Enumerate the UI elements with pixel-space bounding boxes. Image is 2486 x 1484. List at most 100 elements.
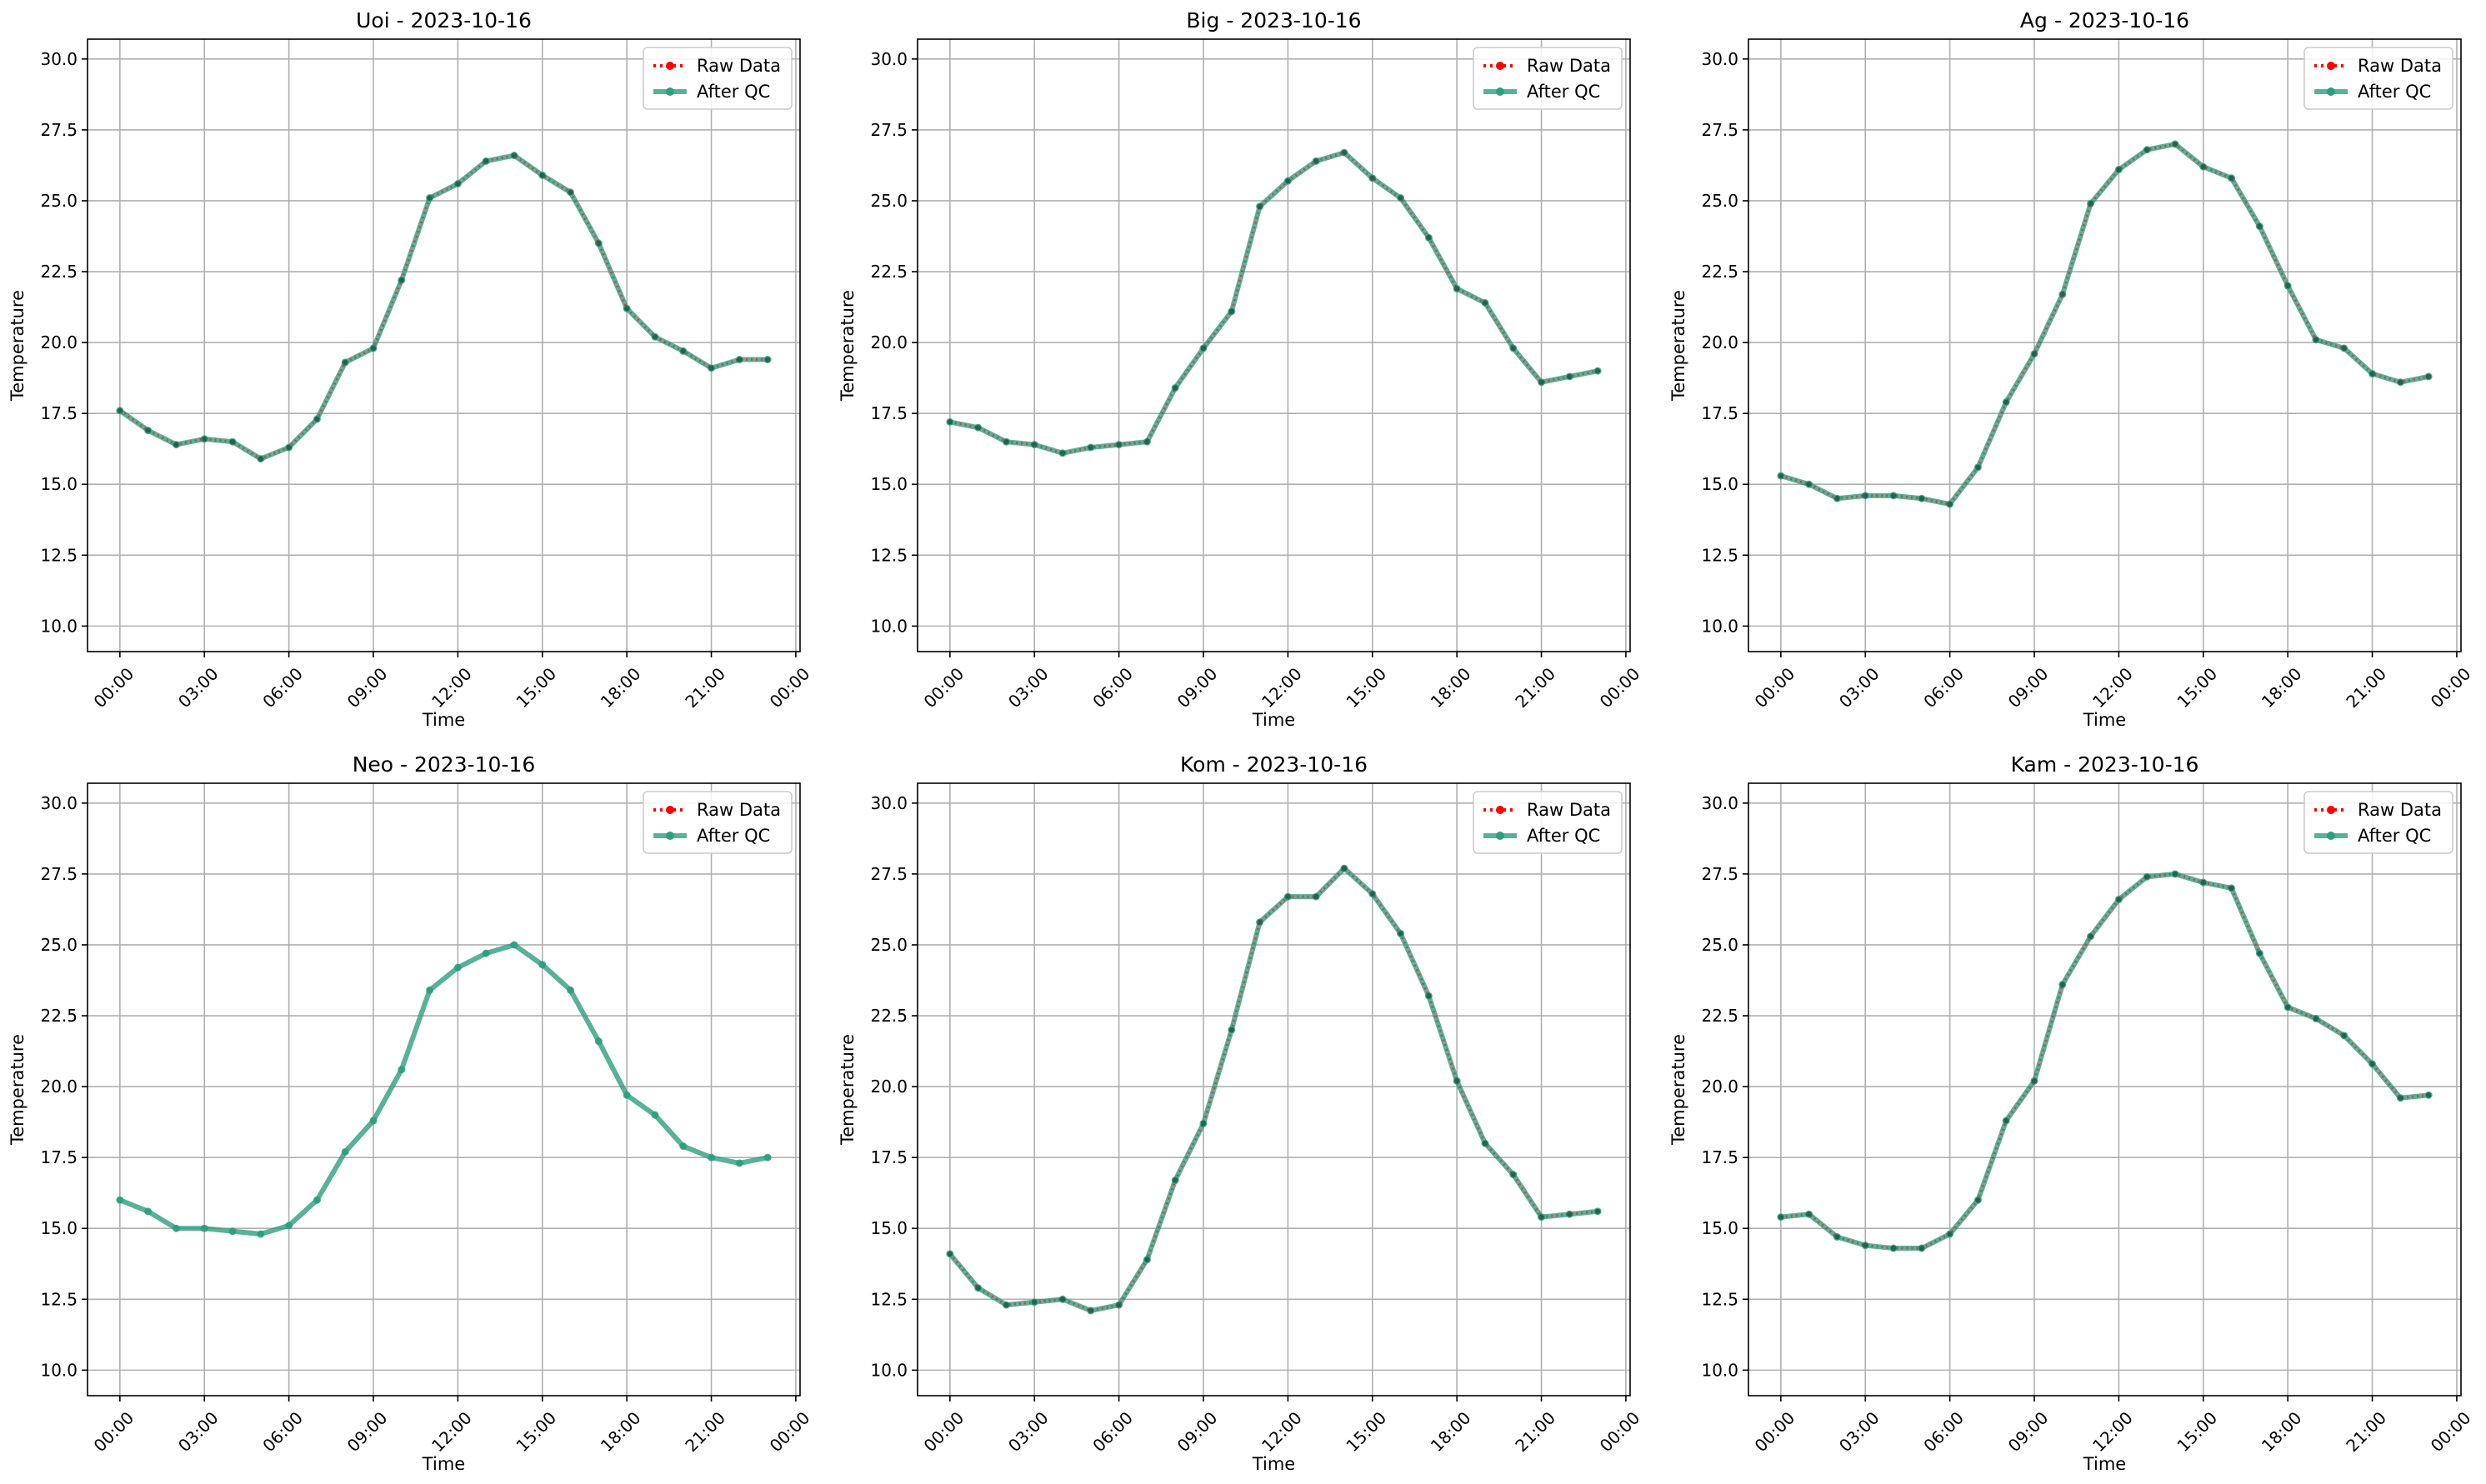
- y-tick-label: 17.5: [870, 1147, 908, 1167]
- data-point-raw-data: [1538, 1214, 1544, 1220]
- data-point-raw-data: [1173, 1177, 1178, 1183]
- data-point-raw-data: [1144, 438, 1150, 445]
- y-tick-label: 30.0: [40, 793, 78, 813]
- data-point-raw-data: [1144, 1257, 1150, 1262]
- x-tick-label: 00:00: [1596, 663, 1644, 712]
- data-point-raw-data: [286, 1222, 292, 1229]
- data-point-raw-data: [1975, 464, 1981, 471]
- data-point-raw-data: [539, 172, 545, 178]
- x-tick-label: 06:00: [1919, 1407, 1968, 1456]
- data-point-raw-data: [314, 416, 320, 422]
- y-tick-label: 10.0: [40, 616, 78, 636]
- data-point-raw-data: [117, 407, 123, 413]
- data-point-raw-data: [1285, 177, 1291, 184]
- data-point-raw-data: [2313, 337, 2319, 342]
- axes-frame: [917, 782, 1631, 1397]
- data-point-raw-data: [370, 1117, 377, 1124]
- data-point-raw-data: [1285, 893, 1291, 900]
- data-point-raw-data: [1369, 891, 1375, 897]
- y-tick-label: 30.0: [870, 793, 908, 813]
- data-point-raw-data: [1453, 286, 1460, 292]
- y-tick-label: 27.5: [870, 120, 908, 140]
- data-point-raw-data: [652, 1112, 658, 1118]
- data-point-raw-data: [1806, 482, 1812, 487]
- data-point-raw-data: [1567, 1212, 1573, 1217]
- y-tick-label: 15.0: [40, 1218, 78, 1238]
- legend-label-after-qc: After QC: [2358, 826, 2431, 846]
- legend-marker-after-qc: [2327, 87, 2335, 96]
- data-point-raw-data: [1567, 373, 1573, 380]
- data-point-raw-data: [1088, 1307, 1094, 1314]
- axes-frame: [87, 38, 801, 652]
- data-point-raw-data: [2425, 1092, 2432, 1098]
- y-tick-label: 27.5: [1701, 120, 1738, 140]
- grid: [918, 39, 1630, 652]
- chart-title: Big - 2023-10-16: [1186, 8, 1361, 32]
- data-point-raw-data: [202, 1226, 208, 1232]
- data-point-raw-data: [1806, 1212, 1812, 1217]
- data-point-raw-data: [2031, 351, 2038, 357]
- subplot-1: 10.0 12.5 15.0 17.5 20.0 22.5 25.0 27.5 30.0 00:0…: [8, 8, 813, 730]
- x-tick-label: 06:00: [258, 1407, 307, 1456]
- y-tick-label: 20.0: [40, 332, 78, 352]
- data-point-raw-data: [286, 444, 292, 451]
- y-axis-label: Temperature: [838, 1034, 858, 1146]
- data-point-raw-data: [1510, 345, 1516, 352]
- x-tick-label: 12:00: [2088, 663, 2137, 712]
- data-point-raw-data: [1228, 308, 1235, 314]
- data-point-raw-data: [2398, 1095, 2403, 1101]
- x-tick-label: 12:00: [428, 663, 476, 712]
- data-point-raw-data: [258, 456, 264, 462]
- y-tick-label: 12.5: [870, 1289, 908, 1309]
- legend: Raw Data After QC: [643, 791, 793, 854]
- legend-marker-raw-data: [2327, 62, 2335, 70]
- legend-label-raw-data: Raw Data: [1527, 56, 1611, 76]
- data-point-raw-data: [1116, 1302, 1122, 1308]
- y-tick-label: 10.0: [870, 1360, 908, 1380]
- data-point-raw-data: [2341, 345, 2347, 352]
- legend-marker-after-qc: [2327, 832, 2335, 840]
- legend-marker-after-qc: [1496, 87, 1504, 96]
- data-point-raw-data: [2200, 879, 2206, 886]
- data-point-raw-data: [764, 357, 771, 362]
- data-point-raw-data: [568, 189, 573, 195]
- y-tick-label: 20.0: [1701, 1077, 1738, 1097]
- data-point-raw-data: [2284, 282, 2291, 289]
- data-point-raw-data: [1173, 385, 1178, 391]
- data-point-raw-data: [2088, 201, 2093, 207]
- data-point-raw-data: [398, 1067, 405, 1072]
- x-tick-label: 00:00: [1596, 1407, 1644, 1456]
- legend-label-raw-data: Raw Data: [697, 56, 781, 76]
- y-tick-label: 27.5: [40, 120, 78, 140]
- legend-label-raw-data: Raw Data: [1527, 800, 1611, 820]
- y-axis-label: Temperature: [838, 290, 858, 402]
- data-point-raw-data: [1834, 496, 1840, 502]
- y-tick-label: 30.0: [1701, 793, 1738, 813]
- data-point-raw-data: [1200, 345, 1207, 352]
- chart-title: Uoi - 2023-10-16: [356, 8, 532, 32]
- data-point-raw-data: [2143, 874, 2150, 880]
- data-point-raw-data: [975, 1285, 981, 1291]
- data-point-raw-data: [2284, 1004, 2291, 1011]
- data-point-raw-data: [764, 1154, 771, 1161]
- y-axis-label: Temperature: [1668, 290, 1688, 402]
- x-tick-label: 21:00: [681, 663, 729, 712]
- data-point-raw-data: [2003, 399, 2009, 405]
- x-axis-label: Time: [1252, 1454, 1295, 1474]
- legend-marker-raw-data: [1496, 62, 1504, 70]
- x-tick-label: 09:00: [343, 1407, 392, 1456]
- data-point-raw-data: [1947, 501, 1953, 507]
- chart-title: Neo - 2023-10-16: [353, 752, 536, 777]
- data-point-raw-data: [596, 240, 602, 247]
- data-point-raw-data: [229, 438, 236, 445]
- data-point-raw-data: [2116, 167, 2122, 172]
- series-raw-data: [117, 942, 771, 1237]
- y-tick-label: 25.0: [40, 191, 78, 211]
- y-tick-label: 20.0: [40, 1077, 78, 1097]
- x-tick-label: 12:00: [428, 1407, 476, 1456]
- data-point-raw-data: [427, 987, 433, 993]
- axes-frame: [1748, 38, 2462, 652]
- data-point-raw-data: [1453, 1078, 1460, 1084]
- data-point-raw-data: [483, 158, 489, 164]
- data-point-raw-data: [1003, 438, 1009, 445]
